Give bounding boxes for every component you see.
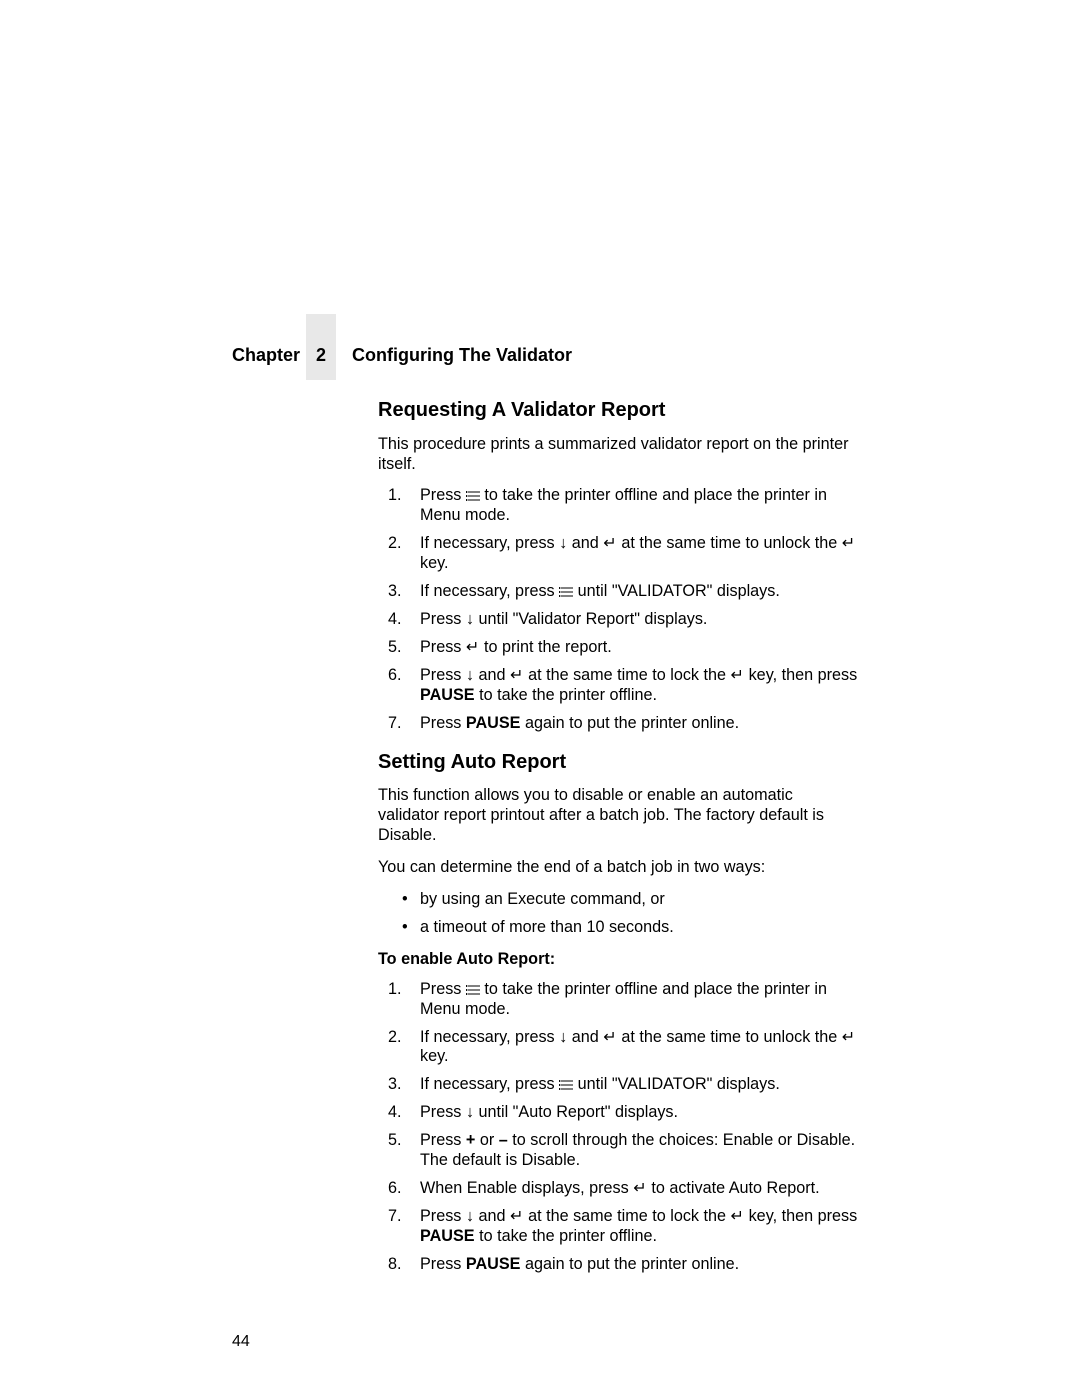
step-text: Press [420, 610, 466, 628]
pause-key: PAUSE [420, 686, 475, 704]
menu-icon [466, 985, 480, 995]
step-text: Press [420, 1131, 466, 1149]
step-text: at the same time to lock the [524, 1207, 731, 1225]
menu-icon [466, 491, 480, 501]
pause-key: PAUSE [466, 714, 521, 732]
step: Press ↓ and ↵ at the same time to lock t… [406, 666, 858, 706]
step-text: Press [420, 666, 466, 684]
enter-icon: ↵ [731, 1207, 745, 1225]
step-text: If necessary, press [420, 1028, 559, 1046]
section2-subhead: To enable Auto Report: [378, 950, 858, 970]
step-text: key, then press [744, 666, 857, 684]
enter-icon: ↵ [603, 534, 617, 552]
step-text: and [567, 1028, 603, 1046]
minus-key: – [499, 1131, 508, 1149]
chapter-label: Chapter [232, 345, 306, 366]
step: If necessary, press until "VALIDATOR" di… [406, 582, 858, 602]
enter-icon: ↵ [731, 666, 745, 684]
bullet-item: by using an Execute command, or [406, 890, 858, 910]
plus-key: + [466, 1131, 475, 1149]
step-text: until "Auto Report" displays. [474, 1103, 678, 1121]
step-text: Press [420, 1103, 466, 1121]
chapter-number: 2 [306, 314, 336, 380]
step: Press PAUSE again to put the printer onl… [406, 714, 858, 734]
section1-intro: This procedure prints a summarized valid… [378, 435, 858, 475]
chapter-header: Chapter 2 Configuring The Validator [232, 330, 572, 380]
step-text: again to put the printer online. [520, 1255, 739, 1273]
step-text: to take the printer offline. [475, 1227, 657, 1245]
down-arrow-icon: ↓ [466, 1207, 474, 1225]
step: Press ↓ and ↵ at the same time to lock t… [406, 1207, 858, 1247]
step-text: If necessary, press [420, 534, 559, 552]
step: When Enable displays, press ↵ to activat… [406, 1179, 858, 1199]
pause-key: PAUSE [466, 1255, 521, 1273]
step-text: until "Validator Report" displays. [474, 610, 707, 628]
step-text: key. [420, 1047, 449, 1065]
page-number: 44 [232, 1333, 250, 1351]
step-text: key, then press [744, 1207, 857, 1225]
menu-icon [559, 1080, 573, 1090]
section-heading-2: Setting Auto Report [378, 750, 858, 775]
step-text: or [475, 1131, 498, 1149]
step-text: until "VALIDATOR" displays. [573, 582, 780, 600]
pause-key: PAUSE [420, 1227, 475, 1245]
step: Press to take the printer offline and pl… [406, 486, 858, 526]
step: Press ↵ to print the report. [406, 638, 858, 658]
section-heading-1: Requesting A Validator Report [378, 398, 858, 423]
step-text: at the same time to lock the [524, 666, 731, 684]
step-text: If necessary, press [420, 582, 559, 600]
step-text: at the same time to unlock the [617, 534, 842, 552]
step: If necessary, press ↓ and ↵ at the same … [406, 1028, 858, 1068]
down-arrow-icon: ↓ [466, 1103, 474, 1121]
step-text: Press [420, 1207, 466, 1225]
step-text: and [474, 666, 510, 684]
step-text: key. [420, 554, 449, 572]
step: Press to take the printer offline and pl… [406, 980, 858, 1020]
step-text: Press [420, 714, 466, 732]
step-text: to activate Auto Report. [647, 1179, 820, 1197]
step: If necessary, press until "VALIDATOR" di… [406, 1075, 858, 1095]
enter-icon: ↵ [510, 1207, 524, 1225]
step-text: to take the printer offline and place th… [420, 980, 827, 1018]
step-text: If necessary, press [420, 1075, 559, 1093]
step-text: and [474, 1207, 510, 1225]
step-text: to take the printer offline and place th… [420, 486, 827, 524]
step-text: When Enable displays, press [420, 1179, 633, 1197]
page-content: Requesting A Validator Report This proce… [378, 398, 858, 1291]
bullet-item: a timeout of more than 10 seconds. [406, 918, 858, 938]
step-text: Press [420, 1255, 466, 1273]
menu-icon [559, 587, 573, 597]
step-text: Press [420, 980, 466, 998]
step: Press PAUSE again to put the printer onl… [406, 1255, 858, 1275]
step-text: Press [420, 486, 466, 504]
step-text: Press [420, 638, 466, 656]
down-arrow-icon: ↓ [466, 610, 474, 628]
step-text: and [567, 534, 603, 552]
enter-icon: ↵ [633, 1179, 647, 1197]
step: If necessary, press ↓ and ↵ at the same … [406, 534, 858, 574]
step: Press ↓ until "Auto Report" displays. [406, 1103, 858, 1123]
document-page: Chapter 2 Configuring The Validator Requ… [0, 0, 1080, 1397]
step-text: at the same time to unlock the [617, 1028, 842, 1046]
section2-steps: Press to take the printer offline and pl… [378, 980, 858, 1275]
enter-icon: ↵ [603, 1028, 617, 1046]
enter-icon: ↵ [842, 1028, 856, 1046]
section2-intro: This function allows you to disable or e… [378, 786, 858, 846]
section2-bullets: by using an Execute command, or a timeou… [378, 890, 858, 938]
step-text: until "VALIDATOR" displays. [573, 1075, 780, 1093]
section1-steps: Press to take the printer offline and pl… [378, 486, 858, 733]
enter-icon: ↵ [510, 666, 524, 684]
step-text: again to put the printer online. [520, 714, 739, 732]
step-text: to print the report. [479, 638, 611, 656]
section2-lead: You can determine the end of a batch job… [378, 858, 858, 878]
chapter-title: Configuring The Validator [352, 345, 572, 366]
step: Press ↓ until "Validator Report" display… [406, 610, 858, 630]
down-arrow-icon: ↓ [466, 666, 474, 684]
enter-icon: ↵ [842, 534, 856, 552]
step: Press + or – to scroll through the choic… [406, 1131, 858, 1171]
enter-icon: ↵ [466, 638, 480, 656]
step-text: to take the printer offline. [475, 686, 657, 704]
